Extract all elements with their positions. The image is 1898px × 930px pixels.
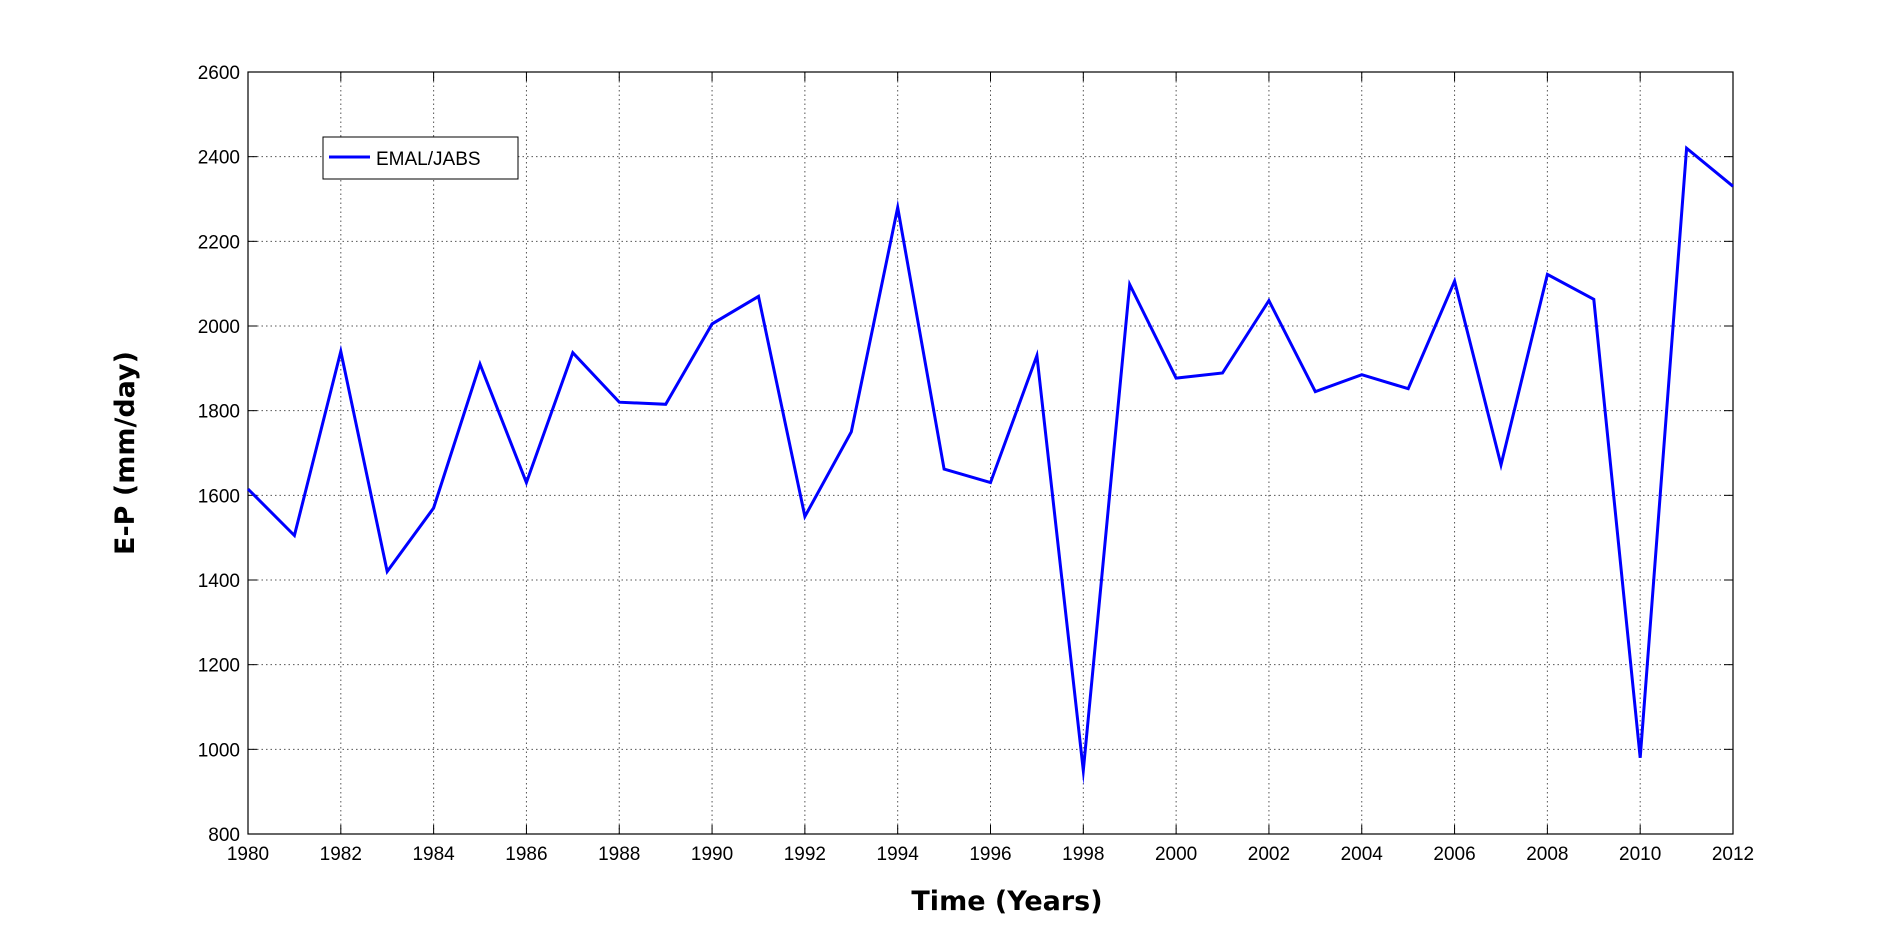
x-tick-label: 2008 bbox=[1526, 844, 1568, 865]
y-tick-label: 1200 bbox=[198, 656, 240, 677]
axis-ticks bbox=[247, 71, 1734, 835]
x-tick-label: 1984 bbox=[412, 844, 455, 865]
series-line bbox=[246, 145, 1734, 786]
y-tick-label: 2000 bbox=[198, 317, 240, 338]
y-tick-label: 2400 bbox=[198, 148, 240, 169]
series-lines bbox=[246, 145, 1734, 786]
x-axis-tick-labels: 1980 1982 1984 1986 1988 1990 1992 1994 1996 1998… bbox=[227, 844, 1754, 865]
y-tick-label: 2600 bbox=[198, 63, 240, 84]
x-tick-label: 2010 bbox=[1619, 844, 1661, 865]
y-tick-label: 2200 bbox=[198, 232, 240, 253]
y-tick-label: 1600 bbox=[198, 486, 240, 507]
x-tick-label: 2012 bbox=[1712, 844, 1754, 865]
x-tick-label: 1996 bbox=[969, 844, 1011, 865]
grid-lines bbox=[248, 72, 1733, 834]
x-tick-label: 2006 bbox=[1433, 844, 1475, 865]
x-tick-label: 1986 bbox=[505, 844, 547, 865]
x-tick-label: 1982 bbox=[320, 844, 362, 865]
legend: EMAL/JABS bbox=[322, 136, 519, 180]
y-axis-title: E-P (mm/day) bbox=[110, 351, 141, 555]
x-tick-label: 2004 bbox=[1341, 844, 1384, 865]
x-tick-label: 2000 bbox=[1155, 844, 1197, 865]
x-axis-title: Time (Years) bbox=[911, 886, 1102, 917]
legend-label: EMAL/JABS bbox=[376, 149, 481, 170]
x-tick-label: 1990 bbox=[691, 844, 733, 865]
y-axis-tick-labels: 800 1000 1200 1400 1600 1800 2000 2200 2400 2600 bbox=[198, 63, 240, 846]
y-tick-label: 1800 bbox=[198, 402, 240, 423]
x-tick-label: 1992 bbox=[784, 844, 826, 865]
x-tick-label: 1998 bbox=[1062, 844, 1104, 865]
y-tick-label: 1400 bbox=[198, 571, 240, 592]
x-tick-label: 1988 bbox=[598, 844, 640, 865]
y-tick-label: 1000 bbox=[198, 740, 240, 761]
x-tick-label: 2002 bbox=[1248, 844, 1290, 865]
y-tick-label: 800 bbox=[208, 825, 240, 846]
x-tick-label: 1980 bbox=[227, 844, 269, 865]
x-tick-label: 1994 bbox=[877, 844, 920, 865]
